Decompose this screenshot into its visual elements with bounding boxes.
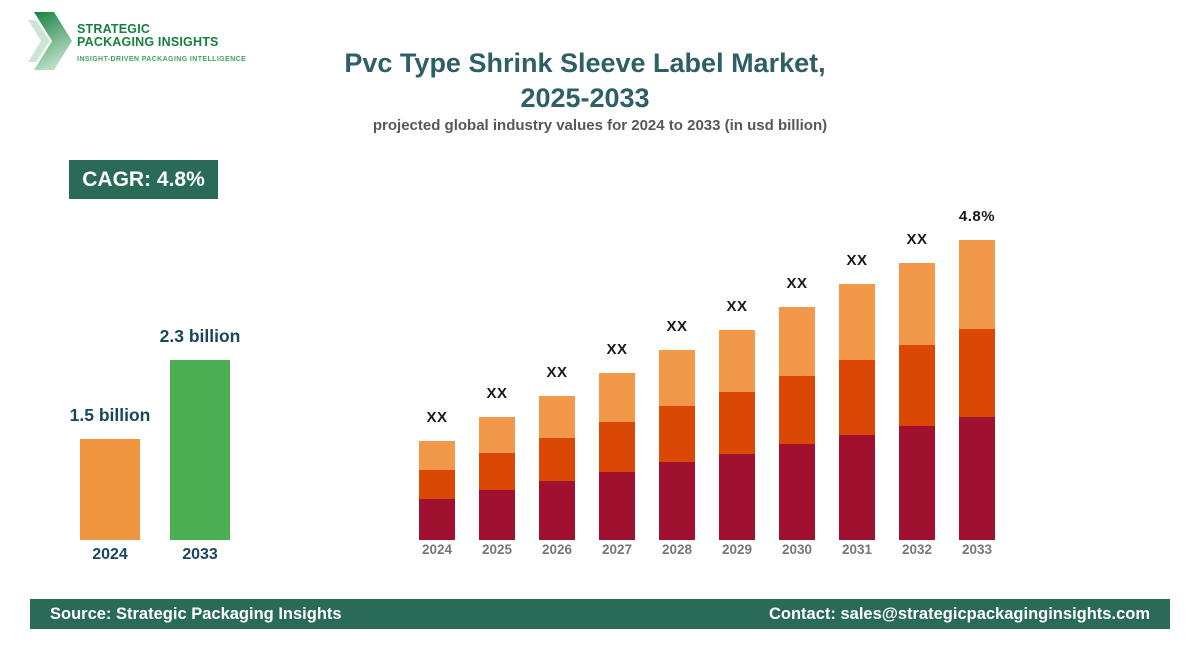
stacked-bar-2033 [959, 240, 995, 540]
stacked-bar-2027 [599, 373, 635, 540]
bar-segment-middle [539, 438, 575, 481]
bar-top-label: XX [606, 341, 628, 358]
summary-bar-2024 [80, 439, 140, 540]
axis-year-label: 2031 [841, 542, 873, 557]
brand-name-line2: PACKAGING INSIGHTS [77, 35, 219, 49]
bar-segment-middle [719, 391, 755, 454]
bar-segment-bottom [719, 453, 755, 540]
bar-segment-top [539, 396, 575, 439]
axis-year-label: 2024 [421, 542, 453, 557]
stacked-bar-2032 [899, 263, 935, 540]
bar-top-label: XX [846, 252, 868, 269]
bar-value-label: 1.5 billion [69, 405, 151, 425]
bar-segment-middle [659, 406, 695, 463]
bar-segment-top [599, 373, 635, 423]
bar-segment-middle [479, 453, 515, 490]
axis-year-label: 2027 [601, 542, 633, 557]
bar-segment-middle [959, 328, 995, 417]
brand-chevron-icon [28, 12, 72, 70]
bar-top-label: XX [726, 298, 748, 315]
bar-top-label: XX [546, 364, 568, 381]
stacked-bar-2029 [719, 330, 755, 540]
footer-bar: Source: Strategic Packaging Insights Con… [30, 599, 1170, 629]
bar-segment-bottom [479, 489, 515, 540]
stacked-bar-2031 [839, 284, 875, 540]
bar-top-label: XX [666, 318, 688, 335]
stacked-bar-2030 [779, 307, 815, 540]
subtitle-block: projected global industry values for 202… [0, 117, 1200, 134]
bar-segment-bottom [599, 471, 635, 540]
stacked-bar-2024 [419, 441, 455, 540]
page-subtitle: projected global industry values for 202… [372, 117, 828, 134]
axis-year-label: 2026 [541, 542, 573, 557]
bar-segment-bottom [539, 480, 575, 540]
cagr-badge: CAGR: 4.8% [69, 160, 218, 199]
brand-name-line1: STRATEGIC [77, 22, 151, 36]
bar-value-label: 2.3 billion [159, 326, 241, 346]
bar-segment-middle [419, 470, 455, 500]
bar-segment-middle [839, 359, 875, 436]
page-title: Pvc Type Shrink Sleeve Label Market, 202… [0, 46, 1200, 116]
bar-year-label: 2024 [92, 546, 128, 563]
title-line1: Pvc Type Shrink Sleeve Label Market, [344, 48, 826, 78]
axis-year-label: 2033 [961, 542, 993, 557]
brand-tagline: INSIGHT-DRIVEN PACKAGING INTELLIGENCE [77, 56, 247, 63]
bar-segment-bottom [839, 435, 875, 540]
bar-top-label: XX [786, 275, 808, 292]
axis-year-label: 2032 [901, 542, 933, 557]
axis-year-label: 2025 [481, 542, 513, 557]
bar-segment-top [659, 350, 695, 407]
bar-top-label: XX [906, 231, 928, 248]
stacked-bar-2025 [479, 417, 515, 540]
axis-year-label: 2030 [781, 542, 813, 557]
axis-year-label: 2029 [721, 542, 753, 557]
source-text: Source: Strategic Packaging Insights [50, 604, 342, 623]
bar-segment-top [779, 307, 815, 376]
axis-year-label: 2028 [661, 542, 693, 557]
summary-bar-2033 [170, 360, 230, 540]
bar-segment-bottom [959, 417, 995, 540]
contact-text: Contact: sales@strategicpackaginginsight… [768, 604, 1150, 623]
bar-segment-top [419, 441, 455, 471]
bar-top-label: XX [426, 409, 448, 426]
bar-year-label: 2033 [182, 546, 218, 563]
stacked-bar-2028 [659, 350, 695, 540]
bar-segment-top [719, 330, 755, 392]
bar-segment-top [479, 417, 515, 454]
bar-segment-bottom [779, 444, 815, 540]
bar-segment-top [899, 263, 935, 345]
bar-segment-middle [599, 422, 635, 472]
title-block: Pvc Type Shrink Sleeve Label Market, 202… [0, 46, 1200, 116]
bar-segment-top [839, 284, 875, 360]
brand-logo: STRATEGIC PACKAGING INSIGHTS INSIGHT-DRI… [28, 12, 246, 70]
brand-text: STRATEGIC PACKAGING INSIGHTS INSIGHT-DRI… [77, 12, 246, 70]
bar-segment-bottom [899, 426, 935, 540]
title-line2: 2025-2033 [520, 83, 650, 113]
stacked-bar-2026 [539, 396, 575, 540]
bar-segment-bottom [419, 499, 455, 540]
bar-segment-middle [899, 344, 935, 427]
bar-segment-top [959, 240, 995, 329]
bar-top-label: XX [486, 385, 508, 402]
bar-top-label: 4.8% [958, 208, 996, 225]
bar-segment-bottom [659, 462, 695, 540]
bar-segment-middle [779, 375, 815, 445]
